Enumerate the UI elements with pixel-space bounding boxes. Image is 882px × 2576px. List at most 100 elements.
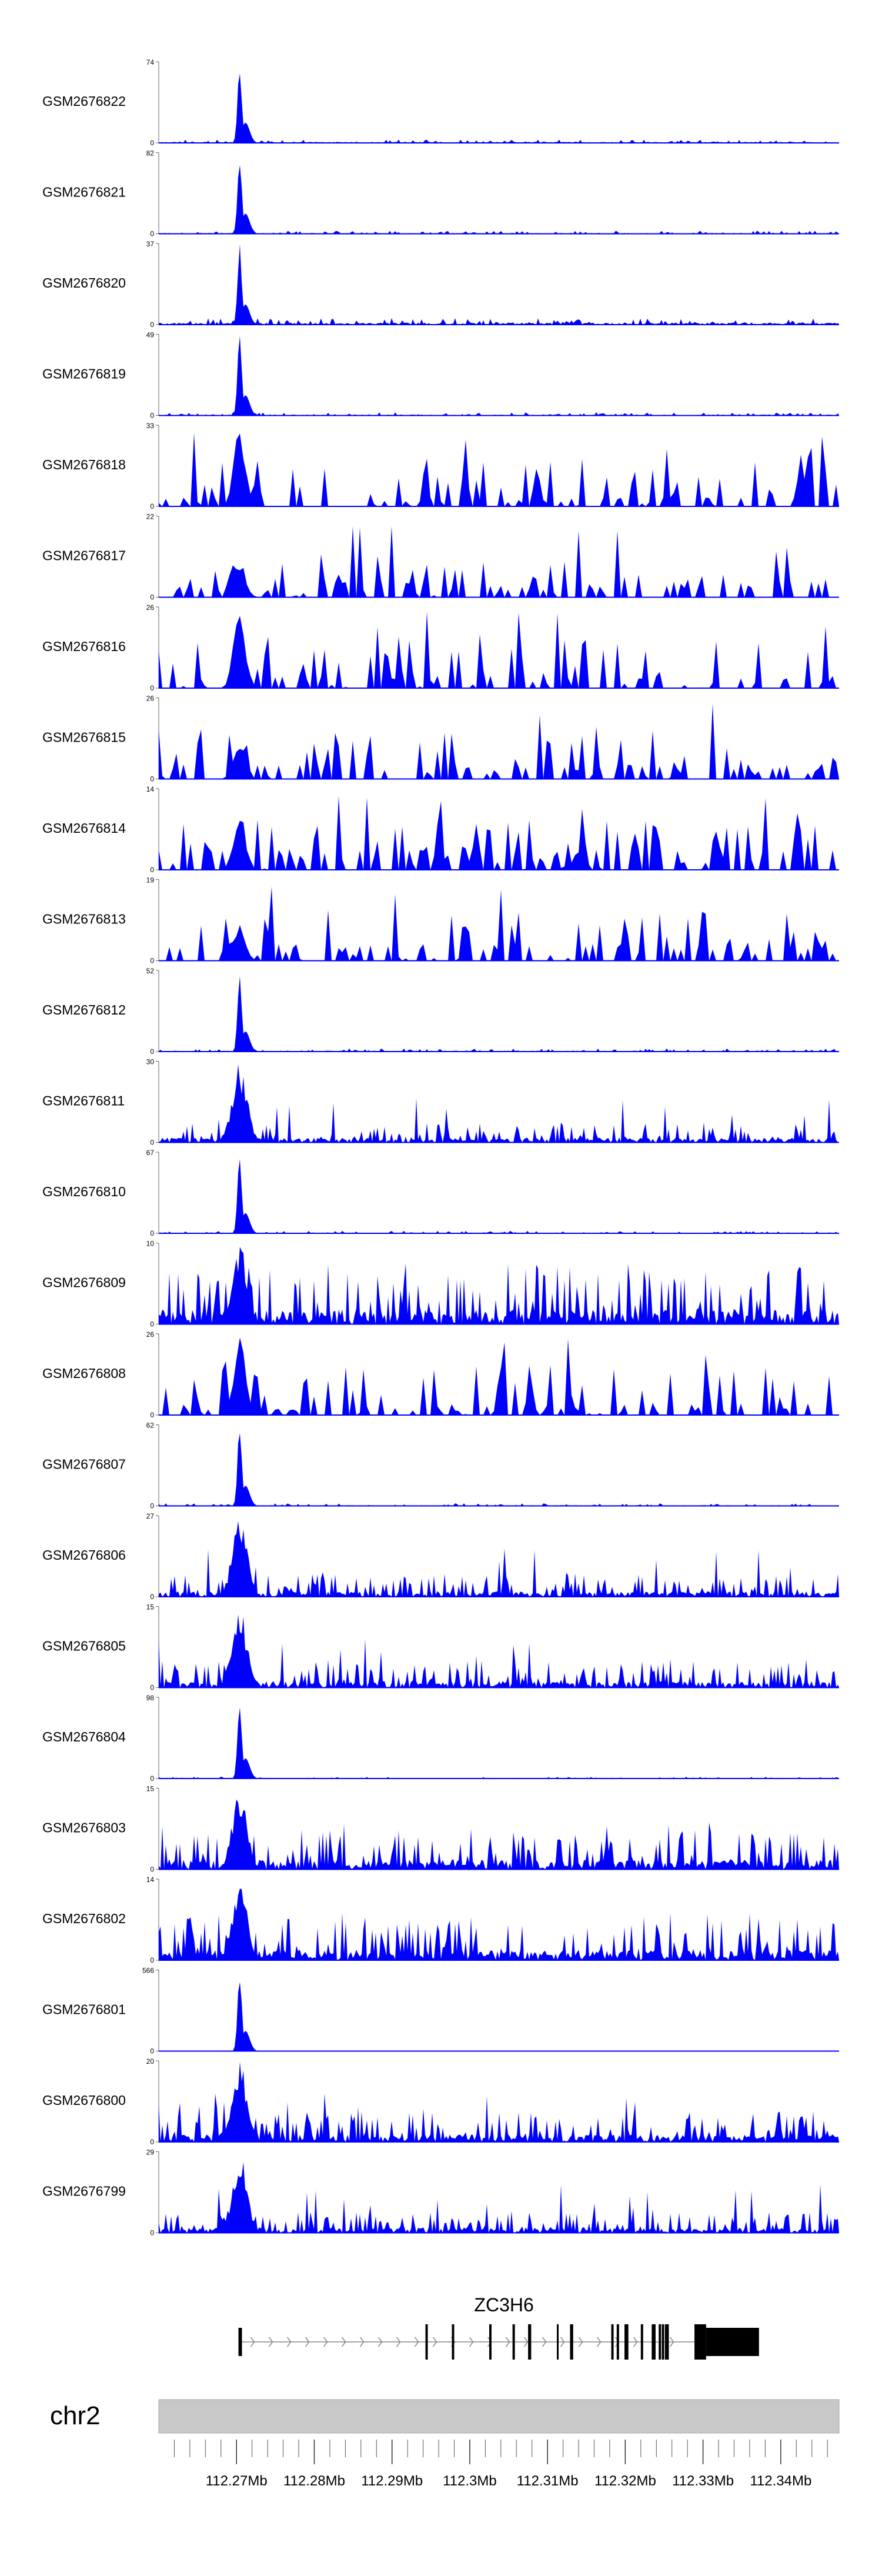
track-label: GSM2676804	[42, 1729, 126, 1744]
y-tick-label-zero: 0	[150, 593, 154, 602]
exon	[557, 2324, 559, 2360]
y-tick-label-max: 15	[146, 1785, 155, 1793]
y-tick-label-zero: 0	[150, 1229, 154, 1237]
y-tick-label-zero: 0	[150, 1774, 154, 1783]
tick-label: 112.33Mb	[672, 2473, 734, 2489]
track-GSM2676809: GSM2676809 10 0	[42, 1240, 839, 1329]
exon	[624, 2324, 629, 2360]
strand-chevron	[323, 2337, 328, 2347]
coverage-area	[159, 886, 839, 961]
track-label: GSM2676818	[42, 457, 126, 472]
y-tick-label-zero: 0	[150, 1684, 154, 1692]
y-tick-label-zero: 0	[150, 1593, 154, 1601]
y-tick-label-max: 62	[146, 1422, 155, 1430]
chromosome-label: chr2	[50, 2401, 101, 2430]
track-label: GSM2676806	[42, 1547, 126, 1563]
y-tick-label-zero: 0	[150, 957, 154, 965]
track-GSM2676812: GSM2676812 52 0	[42, 967, 839, 1056]
y-tick-label-max: 22	[146, 513, 155, 521]
coverage-area	[159, 2061, 839, 2142]
y-tick-label-max: 49	[146, 331, 155, 339]
track-GSM2676807: GSM2676807 62 0	[42, 1422, 839, 1510]
track-GSM2676804: GSM2676804 98 0	[42, 1694, 839, 1783]
coverage-area	[159, 526, 839, 598]
chromosome-axis: chr2 112.27Mb 112.28Mb 112.29Mb 112.3Mb 112.3…	[50, 2399, 840, 2489]
y-tick-label-max: 52	[146, 967, 155, 975]
strand-chevron	[377, 2337, 383, 2347]
track-label: GSM2676803	[42, 1820, 126, 1836]
strand-chevron	[542, 2337, 547, 2347]
track-label: GSM2676805	[42, 1639, 126, 1654]
y-tick-label-max: 30	[146, 1058, 155, 1066]
track-label: GSM2676820	[42, 275, 126, 291]
y-tick-label-max: 33	[146, 422, 155, 430]
exon	[238, 2328, 242, 2356]
exon	[489, 2324, 492, 2360]
coverage-area	[159, 1981, 839, 2051]
y-tick-label-zero: 0	[150, 502, 154, 510]
tick-label: 112.32Mb	[594, 2473, 656, 2489]
y-tick-label-zero: 0	[150, 2229, 154, 2237]
track-label: GSM2676819	[42, 366, 126, 382]
track-label: GSM2676799	[42, 2184, 126, 2199]
track-label: GSM2676809	[42, 1275, 126, 1290]
track-GSM2676820: GSM2676820 37 0	[42, 240, 839, 329]
strand-chevron	[578, 2337, 583, 2347]
tick-label: 112.34Mb	[750, 2473, 811, 2489]
track-GSM2676802: GSM2676802 14 0	[42, 1876, 839, 1964]
y-tick-label-max: 14	[146, 1876, 155, 1884]
track-GSM2676806: GSM2676806 27 0	[42, 1512, 839, 1601]
exon	[512, 2324, 515, 2360]
coverage-tracks: GSM2676822740GSM2676821820GSM2676820370G…	[42, 58, 839, 2237]
y-tick-label-zero: 0	[150, 2138, 154, 2146]
track-GSM2676813: GSM2676813 19 0	[42, 876, 839, 965]
strand-chevron	[505, 2337, 510, 2347]
tick-label: 112.27Mb	[206, 2473, 268, 2489]
coverage-area	[159, 1521, 839, 1597]
y-tick-label-zero: 0	[150, 230, 154, 238]
track-label: GSM2676810	[42, 1184, 126, 1199]
y-tick-label-zero: 0	[150, 1320, 154, 1329]
track-label: GSM2676813	[42, 912, 126, 927]
y-tick-label-zero: 0	[150, 775, 154, 783]
coverage-area	[159, 611, 839, 688]
coverage-area	[159, 1159, 839, 1233]
strand-chevron	[469, 2337, 474, 2347]
exon	[662, 2324, 664, 2360]
strand-chevron	[633, 2337, 638, 2347]
strand-chevron	[414, 2337, 419, 2347]
coverage-area	[159, 976, 839, 1052]
track-label: GSM2676800	[42, 2093, 126, 2108]
gene-label: ZC3H6	[474, 2294, 533, 2315]
track-label: GSM2676802	[42, 1911, 126, 1926]
track-label: GSM2676812	[42, 1002, 126, 1017]
coverage-area	[159, 1337, 839, 1415]
track-GSM2676810: GSM2676810 67 0	[42, 1149, 839, 1237]
coverage-area	[159, 1707, 839, 1778]
track-GSM2676818: GSM2676818 33 0	[42, 422, 839, 510]
y-tick-label-zero: 0	[150, 1502, 154, 1510]
track-label: GSM2676814	[42, 820, 126, 836]
y-tick-label-max: 26	[146, 695, 155, 703]
y-tick-label-max: 29	[146, 2148, 155, 2157]
y-tick-label-zero: 0	[150, 1956, 154, 1964]
exon	[694, 2324, 706, 2360]
strand-chevron	[286, 2337, 292, 2347]
coverage-area	[159, 1247, 839, 1324]
y-tick-label-zero: 0	[150, 1047, 154, 1056]
y-tick-label-zero: 0	[150, 1866, 154, 1874]
track-GSM2676803: GSM2676803 15 0	[42, 1785, 839, 1874]
coverage-area	[159, 74, 839, 143]
y-tick-label-max: 26	[146, 603, 155, 612]
track-GSM2676814: GSM2676814 14 0	[42, 785, 839, 874]
track-label: GSM2676817	[42, 548, 126, 563]
tick-label: 112.29Mb	[361, 2473, 423, 2489]
y-tick-label-zero: 0	[150, 1411, 154, 1419]
exon	[611, 2324, 614, 2360]
strand-chevron	[560, 2337, 565, 2347]
y-tick-label-zero: 0	[150, 412, 154, 420]
track-GSM2676800: GSM2676800 20 0	[42, 2057, 839, 2146]
track-label: GSM2676816	[42, 639, 126, 654]
track-GSM2676801: GSM2676801 566 0	[42, 1967, 839, 2056]
